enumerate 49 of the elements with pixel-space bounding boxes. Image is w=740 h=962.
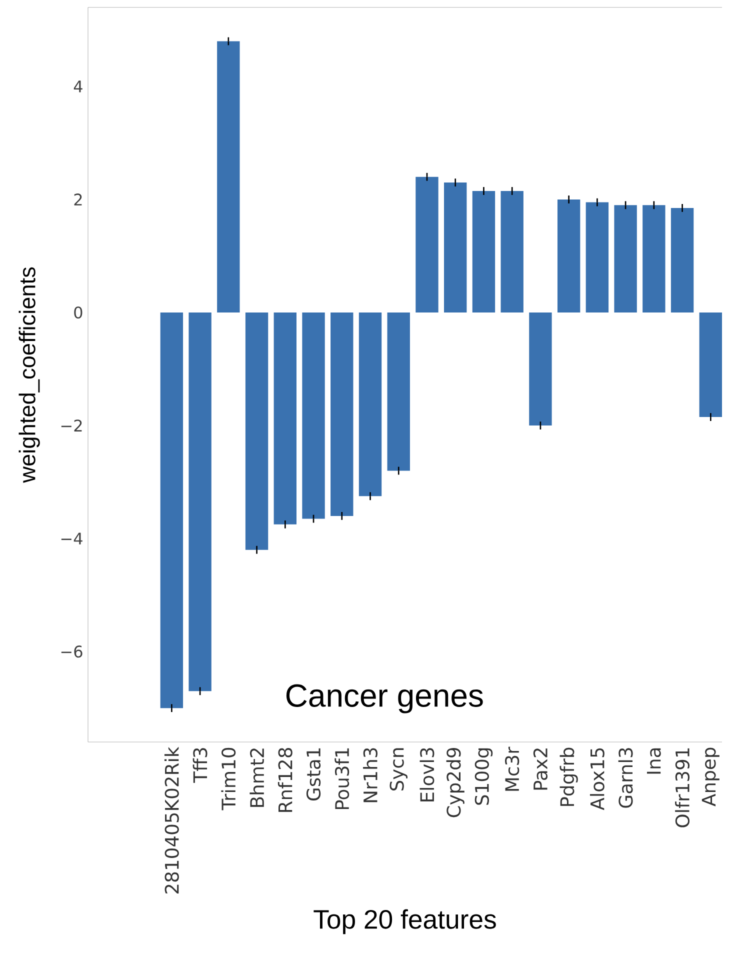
y-tick-label: 0	[74, 306, 82, 319]
bar	[330, 312, 354, 516]
bar	[444, 182, 467, 312]
x-tick-label: Alox15	[590, 748, 604, 810]
bar	[642, 205, 666, 312]
bar	[557, 199, 580, 312]
x-tick-label: Bhmt2	[250, 748, 264, 807]
bar	[387, 312, 410, 471]
y-tick-label: −2	[61, 420, 82, 432]
x-tick-label: Mc3r	[505, 746, 520, 791]
x-tick-label: Anpep	[702, 748, 720, 806]
x-tick-label: Olfr1391	[675, 748, 690, 828]
x-tick-label: Pdgfrb	[560, 748, 578, 806]
x-tick-label: Tff3	[192, 748, 208, 783]
bar	[358, 312, 382, 496]
bar	[500, 190, 524, 312]
y-tick-label: 4	[74, 80, 82, 92]
x-tick-label: Pax2	[533, 748, 548, 790]
y-tick-label: 2	[74, 194, 82, 206]
bar	[302, 312, 325, 519]
y-tick-label: −6	[61, 646, 82, 658]
bar	[160, 312, 184, 708]
bar	[586, 202, 609, 312]
x-tick-label: Ina	[646, 748, 661, 774]
bar	[529, 312, 552, 426]
bar	[472, 190, 496, 312]
x-axis-title: Top 20 features	[314, 909, 496, 934]
bar	[274, 312, 296, 524]
bar	[188, 312, 212, 692]
x-tick-label: Trim10	[221, 748, 236, 810]
x-tick-label: Nr1h3	[363, 748, 378, 802]
y-tick-label: −4	[61, 532, 82, 544]
x-tick-label: Gsta1	[306, 748, 321, 800]
bar	[217, 41, 240, 312]
x-tick-label: Pou3f1	[334, 748, 350, 810]
x-tick-label: S100g	[474, 748, 493, 805]
x-tick-label: 2810405K02Rik	[164, 746, 179, 894]
bar	[416, 176, 438, 312]
annotation: Cancer genes	[286, 684, 483, 714]
x-tick-label: Elovl3	[420, 748, 434, 802]
y-axis-title: weighted_coefficients	[18, 267, 40, 483]
bar	[670, 208, 694, 312]
bar	[614, 205, 637, 312]
bar	[699, 312, 722, 418]
bar	[245, 312, 268, 550]
x-tick-label: Rnf128	[278, 748, 292, 812]
x-tick-label: Sycn	[390, 748, 408, 790]
x-tick-label: Cyp2d9	[446, 748, 464, 818]
x-tick-label: Garnl3	[618, 748, 633, 808]
